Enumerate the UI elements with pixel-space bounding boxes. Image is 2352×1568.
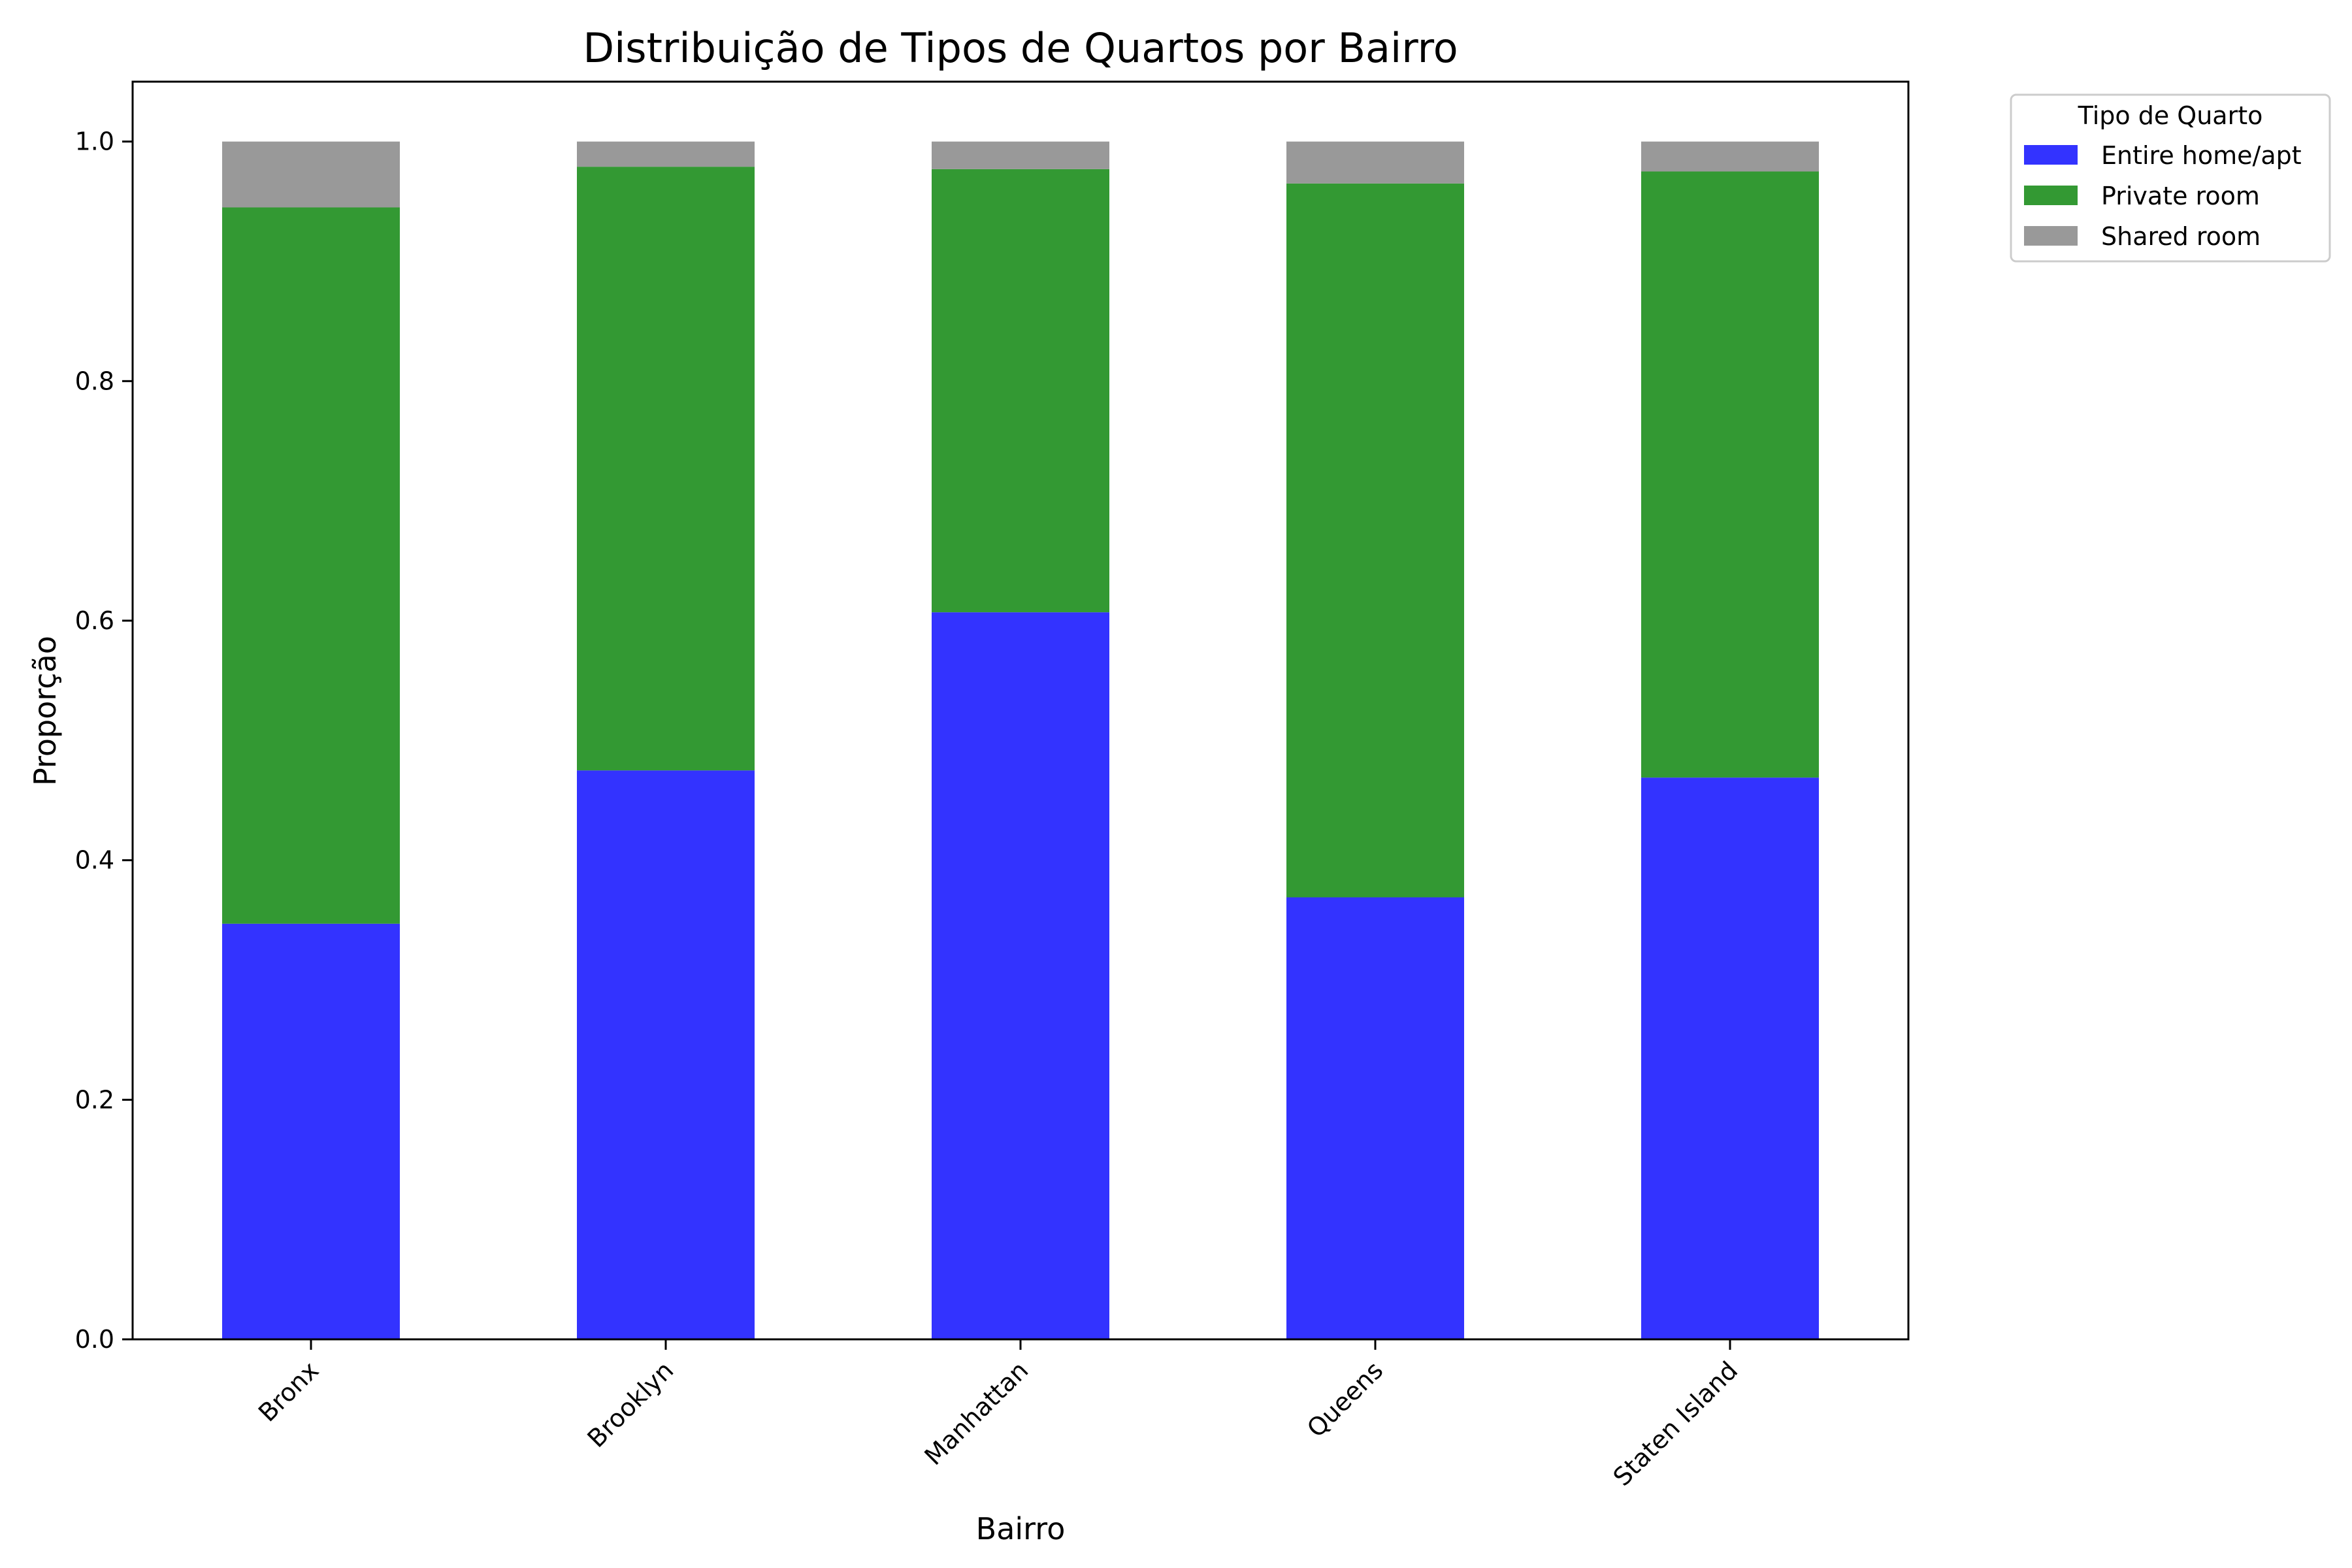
x-tick-label: Brooklyn xyxy=(582,1356,679,1453)
bar-bronx-series-1 xyxy=(222,207,400,924)
x-axis-label: Bairro xyxy=(976,1511,1066,1546)
legend-swatch xyxy=(2024,145,2078,165)
y-axis: 0.0 0.2 0.4 0.6 0.8 1.0 xyxy=(75,127,133,1354)
legend-label: Entire home/apt xyxy=(2101,141,2302,170)
legend-label: Shared room xyxy=(2101,222,2261,251)
bar-staten-island-series-1 xyxy=(1641,171,1819,778)
bar-manhattan-series-2 xyxy=(932,141,1109,169)
bars-layer xyxy=(222,141,1819,1339)
bar-bronx-series-2 xyxy=(222,141,400,208)
bar-manhattan-series-0 xyxy=(932,612,1109,1339)
chart-title: Distribuição de Tipos de Quartos por Bai… xyxy=(583,24,1458,72)
y-tick-label: 1.0 xyxy=(75,127,114,156)
bar-manhattan-series-1 xyxy=(932,169,1109,613)
legend: Tipo de Quarto Entire home/apt Private ro… xyxy=(2010,93,2331,263)
x-tick-label: Queens xyxy=(1301,1356,1388,1443)
legend-swatch xyxy=(2024,226,2078,246)
bar-bronx-series-0 xyxy=(222,923,400,1339)
x-tick-label: Manhattan xyxy=(919,1356,1034,1471)
y-tick-label: 0.2 xyxy=(75,1085,114,1114)
x-tick-label: Staten Island xyxy=(1608,1356,1744,1492)
y-tick-label: 0.4 xyxy=(75,846,114,875)
x-axis: Bronx Brooklyn Manhattan Queens Staten Islan… xyxy=(253,1339,1743,1492)
bar-brooklyn-series-2 xyxy=(577,141,755,167)
y-tick-label: 0.8 xyxy=(75,367,114,395)
plot-frame xyxy=(131,80,1910,1341)
bar-staten-island-series-0 xyxy=(1641,777,1819,1339)
legend-swatch xyxy=(2024,186,2078,205)
legend-frame xyxy=(2010,93,2331,263)
bar-brooklyn-series-0 xyxy=(577,770,755,1339)
bar-staten-island-series-2 xyxy=(1641,141,1819,172)
x-tick-label: Bronx xyxy=(253,1356,324,1427)
bar-queens-series-2 xyxy=(1286,141,1464,184)
bar-brooklyn-series-1 xyxy=(577,167,755,771)
legend-title: Tipo de Quarto xyxy=(2078,101,2263,130)
y-tick-label: 0.0 xyxy=(75,1325,114,1354)
legend-label: Private room xyxy=(2101,182,2260,210)
y-tick-label: 0.6 xyxy=(75,606,114,635)
y-axis-label: Proporção xyxy=(27,636,63,786)
bar-queens-series-1 xyxy=(1286,183,1464,898)
bar-queens-series-0 xyxy=(1286,897,1464,1339)
